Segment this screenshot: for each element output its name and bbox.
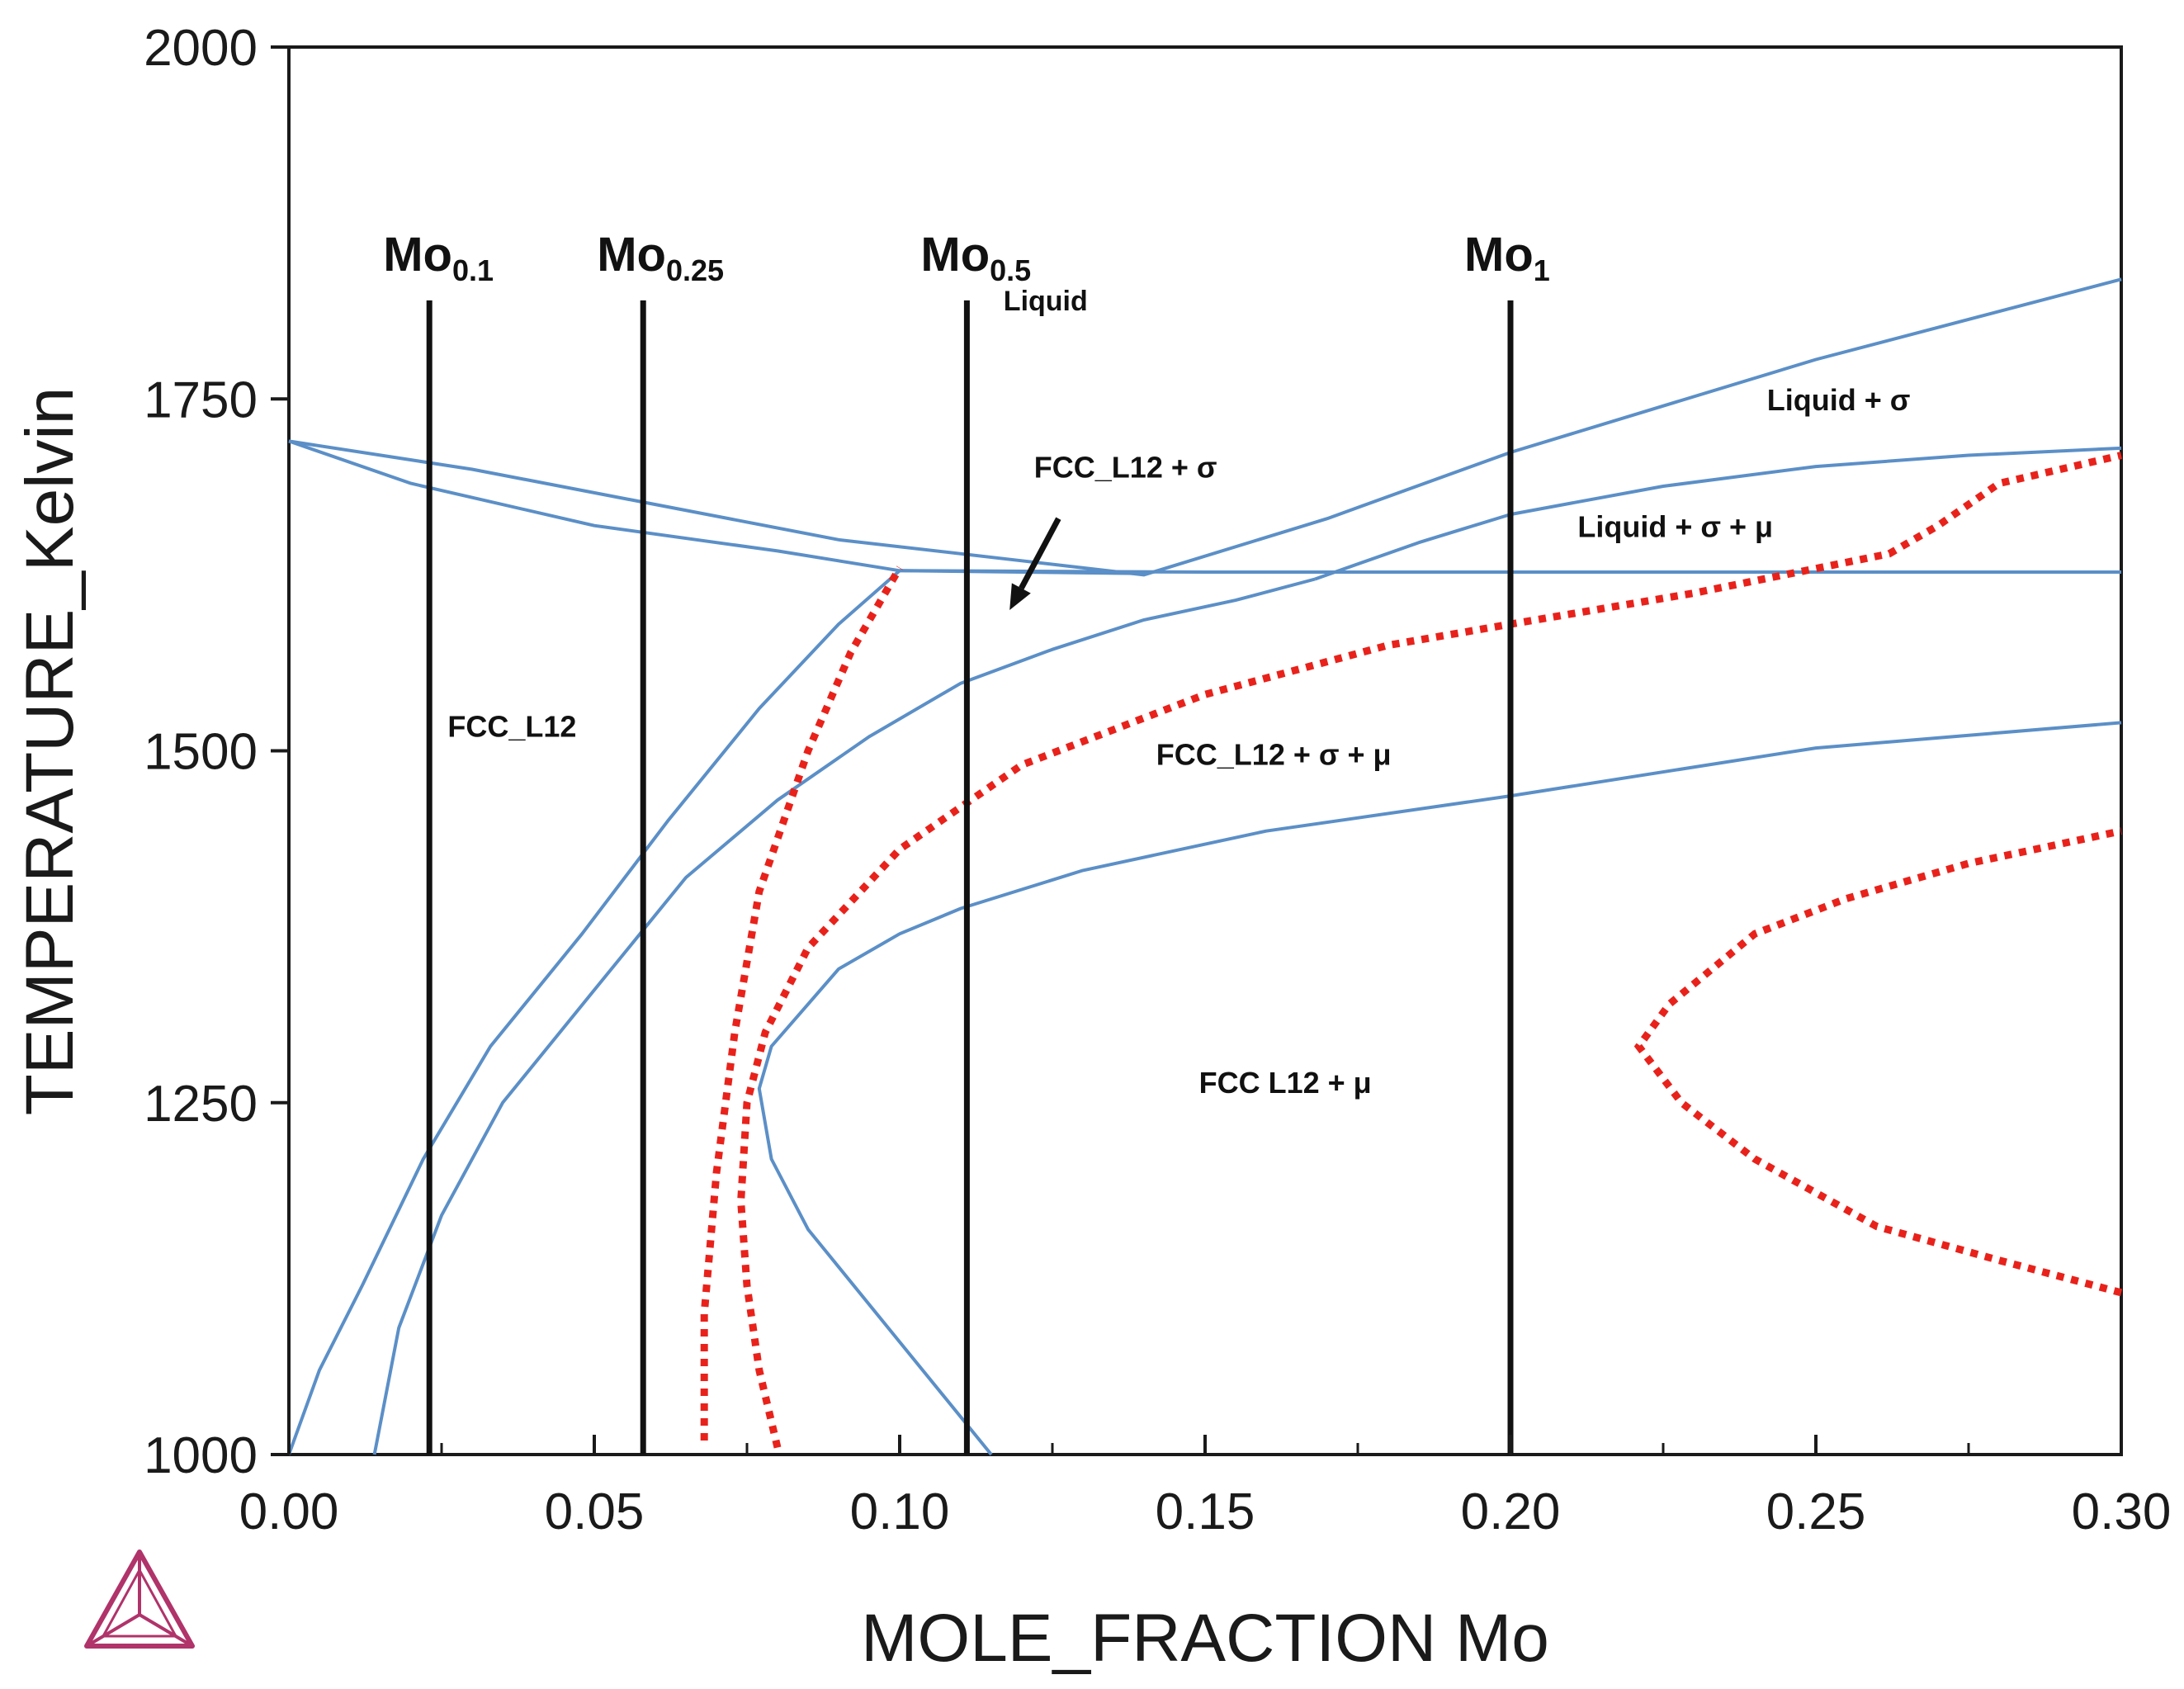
- y-tick-label: 2000: [144, 20, 258, 77]
- composition-lines: Mo0.1 Mo0.25 Mo0.5 Mo1: [383, 228, 1550, 1455]
- region-label-2: Liquid + σ: [1767, 383, 1911, 417]
- boundary-liquidus-upper: [288, 277, 2122, 577]
- y-tick-label: 1750: [144, 371, 258, 428]
- y-tick-label: 1000: [144, 1427, 258, 1484]
- composition-label-2: Mo0.25: [597, 228, 724, 287]
- composition-label-4: Mo1: [1464, 228, 1550, 287]
- x-axis-ticks: 0.00 0.05 0.10 0.15 0.20 0.25 0.30: [239, 1435, 2172, 1540]
- boundary-fcc-solvus-outer: [287, 569, 901, 1455]
- region-label-1: Liquid: [1004, 286, 1088, 317]
- composition-label-3: Mo0.5: [920, 228, 1031, 287]
- thermocalc-logo-icon: [84, 1549, 195, 1649]
- region-label-3: FCC_L12 + σ: [1034, 451, 1217, 485]
- x-axis-label: MOLE_FRACTION Mo: [861, 1601, 1549, 1676]
- y-axis-label: TEMPERATURE_Kelvin: [12, 387, 87, 1115]
- region-labels: Liquid Liquid + σ FCC_L12 + σ Liquid + σ + …: [447, 286, 1910, 1100]
- x-tick-label: 0.15: [1156, 1483, 1255, 1540]
- x-tick-label: 0.30: [2072, 1483, 2172, 1540]
- arrow-head: [1009, 583, 1031, 610]
- dotted-1: [700, 565, 903, 1441]
- x-tick-label: 0.05: [545, 1483, 645, 1540]
- arrow-shaft: [1019, 517, 1061, 590]
- dotted-3: [1633, 827, 2123, 1297]
- dotted-2: [737, 452, 2123, 1449]
- y-axis-ticks: 1000 1250 1500 1750 2000: [144, 20, 289, 1484]
- region-label-6: FCC_L12 + σ + μ: [1156, 738, 1392, 772]
- region-label-4: Liquid + σ + μ: [1577, 509, 1773, 543]
- x-tick-label: 0.00: [239, 1483, 339, 1540]
- composition-label-1: Mo0.1: [383, 228, 494, 287]
- phase-boundaries: [287, 277, 2122, 1456]
- x-tick-label: 0.25: [1766, 1483, 1866, 1540]
- region-label-5: FCC_L12: [447, 709, 576, 743]
- annotation-arrow: [1009, 517, 1061, 610]
- x-tick-label: 0.10: [850, 1483, 950, 1540]
- boundary-mu-solvus: [757, 721, 2122, 1456]
- y-tick-label: 1250: [144, 1076, 258, 1133]
- dotted-curves: [700, 452, 2123, 1449]
- region-label-7: FCC L12 + μ: [1199, 1066, 1372, 1100]
- boundary-liquid-sigma-mu-upper: [1314, 446, 2122, 581]
- y-tick-label: 1500: [144, 724, 258, 781]
- x-tick-label: 0.20: [1461, 1483, 1561, 1540]
- boundary-fcc-sigma-boundary: [372, 577, 1316, 1455]
